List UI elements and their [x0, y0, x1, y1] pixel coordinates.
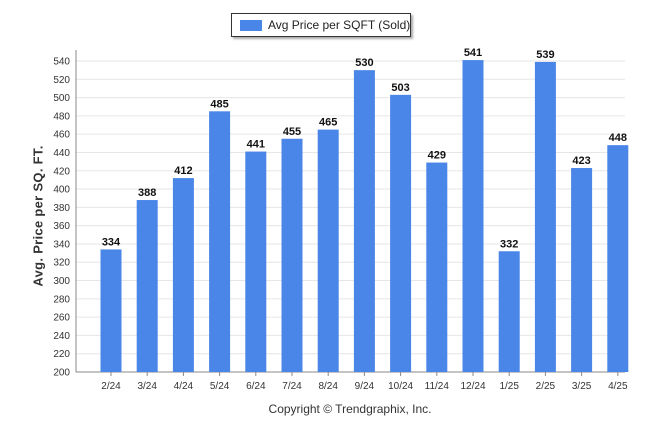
- bar: [390, 94, 412, 372]
- x-tick-label: 1/25: [499, 381, 519, 392]
- x-tick-label: 6/24: [246, 381, 266, 392]
- y-tick-label: 260: [53, 313, 70, 324]
- legend-swatch: [240, 20, 262, 31]
- y-tick-label: 380: [53, 203, 70, 214]
- y-tick-label: 540: [53, 57, 70, 68]
- y-tick-label: 320: [53, 258, 70, 269]
- data-label: 455: [283, 126, 301, 138]
- data-label: 441: [247, 139, 265, 151]
- data-label: 465: [319, 117, 337, 129]
- x-tick-label: 11/24: [425, 381, 450, 392]
- y-tick-label: 240: [53, 331, 70, 342]
- bar: [100, 249, 122, 372]
- x-tick-label: 3/25: [572, 381, 592, 392]
- y-tick-label: 480: [53, 111, 70, 122]
- legend-label: Avg Price per SQFT (Sold): [268, 18, 411, 32]
- data-label: 448: [609, 132, 627, 144]
- copyright-footer: Copyright © Trendgraphix, Inc.: [268, 402, 432, 416]
- data-label: 503: [391, 82, 409, 94]
- x-tick-label: 12/24: [460, 381, 485, 392]
- x-tick-label: 2/25: [536, 381, 556, 392]
- bar: [498, 251, 520, 372]
- data-label: 539: [536, 49, 554, 61]
- y-tick-label: 340: [53, 239, 70, 250]
- bar: [245, 151, 267, 372]
- x-tick-label: 2/24: [101, 381, 121, 392]
- y-tick-label: 280: [53, 294, 70, 305]
- bar: [426, 162, 448, 372]
- x-tick-label: 5/24: [210, 381, 230, 392]
- x-tick-label: 9/24: [355, 381, 375, 392]
- bar: [172, 178, 194, 372]
- bar: [353, 70, 375, 372]
- data-label: 412: [174, 165, 192, 177]
- data-label: 541: [464, 47, 482, 59]
- x-tick-label: 7/24: [282, 381, 302, 392]
- x-tick-label: 10/24: [388, 381, 413, 392]
- bar: [534, 61, 556, 373]
- y-tick-label: 400: [53, 185, 70, 196]
- data-label: 429: [428, 150, 446, 162]
- x-tick-label: 3/24: [137, 381, 157, 392]
- y-tick-label: 200: [53, 368, 70, 379]
- y-tick-label: 440: [53, 148, 70, 159]
- y-tick-label: 360: [53, 221, 70, 232]
- y-tick-label: 520: [53, 75, 70, 86]
- bar: [607, 145, 629, 372]
- data-label: 423: [572, 155, 590, 167]
- bar: [209, 111, 231, 372]
- y-axis-label: Avg. Price per SQ. FT.: [30, 145, 46, 287]
- bar: [317, 129, 339, 372]
- legend: Avg Price per SQFT (Sold): [231, 13, 411, 37]
- bar: [571, 168, 593, 372]
- x-tick-label: 4/25: [608, 381, 628, 392]
- data-label: 485: [210, 98, 228, 110]
- data-label: 332: [500, 238, 518, 250]
- y-tick-label: 460: [53, 130, 70, 141]
- y-tick-label: 500: [53, 93, 70, 104]
- data-label: 530: [355, 57, 373, 69]
- x-tick-label: 4/24: [174, 381, 194, 392]
- y-tick-label: 300: [53, 276, 70, 287]
- bar: [136, 200, 158, 372]
- data-label: 388: [138, 187, 156, 199]
- y-tick-label: 220: [53, 349, 70, 360]
- y-tick-label: 420: [53, 166, 70, 177]
- bar: [462, 60, 484, 372]
- data-label: 334: [102, 236, 121, 248]
- bar: [281, 138, 303, 372]
- x-tick-label: 8/24: [318, 381, 338, 392]
